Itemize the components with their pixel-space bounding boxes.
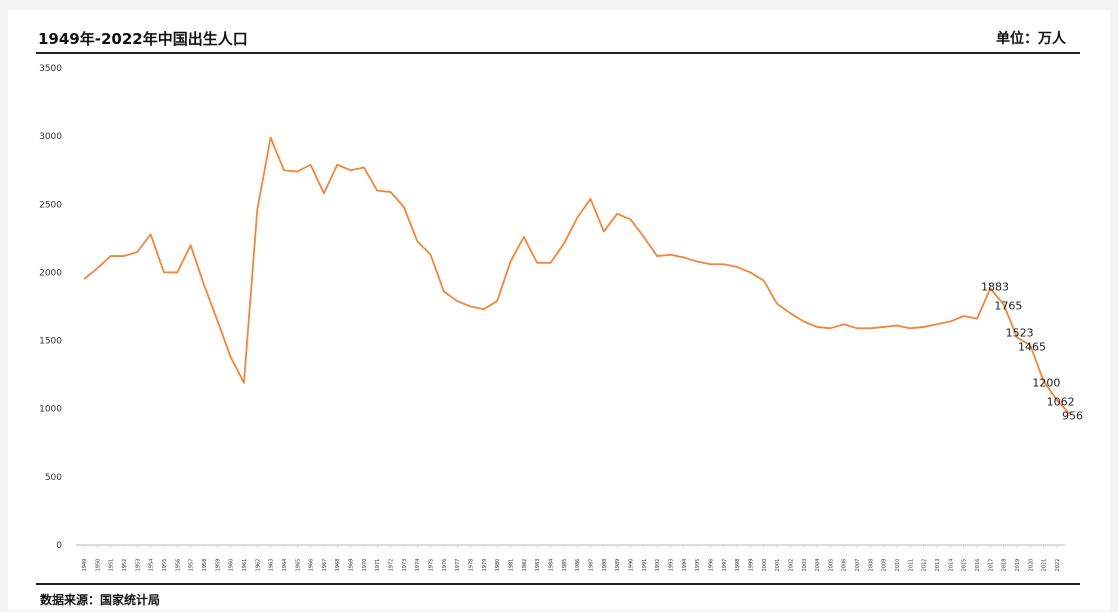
x-tick-label: 2000 (762, 559, 768, 572)
x-tick-label: 1984 (549, 559, 555, 572)
x-tick-label: 1998 (735, 559, 741, 572)
x-tick-label: 1971 (375, 559, 381, 572)
x-tick-label: 2014 (948, 559, 954, 572)
x-tick-label: 1985 (562, 559, 568, 572)
x-tick-label: 2010 (895, 559, 901, 572)
x-tick-label: 1951 (109, 559, 115, 572)
x-tick-label: 2004 (815, 559, 821, 572)
x-tick-label: 1962 (255, 559, 261, 572)
x-tick-label: 2001 (775, 559, 781, 572)
x-tick-label: 1949 (82, 559, 88, 572)
data-label-2019: 1465 (1018, 340, 1046, 353)
x-tick-label: 1974 (415, 559, 421, 572)
data-label-2016: 1883 (981, 280, 1009, 293)
unit-label: 单位：万人 (996, 31, 1066, 47)
x-tick-label: 1966 (309, 559, 315, 572)
x-tick-label: 1993 (668, 559, 674, 572)
x-tick-label: 1969 (349, 559, 355, 572)
x-tick-label: 1967 (322, 559, 328, 572)
x-tick-label: 1968 (335, 559, 341, 572)
x-tick-label: 2008 (868, 559, 874, 572)
y-tick-label: 2500 (39, 200, 62, 210)
data-label-2018: 1523 (1006, 326, 1034, 339)
header-rule (36, 52, 1080, 54)
x-tick-label: 1991 (642, 559, 648, 572)
x-tick-label: 2013 (935, 559, 941, 572)
x-tick-label: 2007 (855, 559, 861, 572)
data-label-2021: 1062 (1047, 395, 1075, 408)
x-tick-label: 1975 (429, 559, 435, 572)
x-tick-label: 1999 (748, 559, 754, 572)
x-tick-label: 1956 (175, 559, 181, 572)
x-tick-label: 2022 (1055, 559, 1061, 572)
x-tick-label: 2012 (922, 559, 928, 572)
y-tick-label: 3000 (39, 132, 62, 142)
x-tick-label: 1960 (229, 559, 235, 572)
x-tick-label: 1990 (628, 559, 634, 572)
x-tick-label: 1959 (215, 559, 221, 572)
source-note: 数据来源：国家统计局 (40, 593, 161, 607)
x-tick-label: 1980 (495, 559, 501, 572)
x-tick-label: 1970 (362, 559, 368, 572)
x-tick-label: 1994 (682, 559, 688, 572)
x-tick-label: 2016 (975, 559, 981, 572)
x-tick-label: 1963 (269, 559, 275, 572)
x-tick-label: 1950 (95, 559, 101, 572)
x-tick-label: 1997 (722, 559, 728, 572)
x-tick-label: 1972 (389, 559, 395, 572)
x-tick-label: 1965 (295, 559, 301, 572)
x-tick-label: 2003 (802, 559, 808, 572)
x-tick-label: 1953 (135, 559, 141, 572)
x-tick-label: 2006 (842, 559, 848, 572)
x-tick-label: 1989 (615, 559, 621, 572)
x-tick-label: 1983 (535, 559, 541, 572)
data-label-2022: 956 (1062, 410, 1083, 423)
x-tick-label: 2005 (828, 559, 834, 572)
x-tick-label: 1996 (708, 559, 714, 572)
x-tick-label: 1976 (442, 559, 448, 572)
x-tick-label: 2011 (908, 559, 914, 572)
chart-card: 1949年-2022年中国出生人口 单位：万人 数据来源：国家统计局 (8, 10, 1110, 610)
x-tick-label: 1988 (602, 559, 608, 572)
x-tick-label: 1964 (282, 559, 288, 572)
x-tick-label: 1979 (482, 559, 488, 572)
y-tick-label: 1500 (39, 337, 62, 347)
x-tick-label: 1986 (575, 559, 581, 572)
x-tick-label: 1955 (162, 559, 168, 572)
x-tick-label: 2017 (988, 559, 994, 572)
x-tick-label: 1958 (202, 559, 208, 572)
y-tick-label: 500 (45, 473, 62, 483)
data-label-2017: 1765 (994, 299, 1022, 312)
x-tick-label: 1995 (695, 559, 701, 572)
y-tick-label: 3500 (39, 64, 62, 74)
x-tick-label: 2002 (788, 559, 794, 572)
x-tick-label: 1982 (522, 559, 528, 572)
x-tick-label: 2020 (1028, 559, 1034, 572)
x-tick-label: 1987 (588, 559, 594, 572)
y-tick-label: 0 (56, 541, 62, 551)
x-tick-label: 2019 (1015, 559, 1021, 572)
y-tick-label: 1000 (39, 405, 62, 415)
x-tick-label: 1961 (242, 559, 248, 572)
chart-title: 1949年-2022年中国出生人口 (38, 30, 248, 48)
x-tick-label: 2021 (1042, 559, 1048, 572)
x-tick-label: 1992 (655, 559, 661, 572)
x-tick-label: 2009 (882, 559, 888, 572)
x-tick-label: 1957 (189, 559, 195, 572)
footer-rule (36, 583, 1080, 585)
x-tick-label: 1952 (122, 559, 128, 572)
x-tick-label: 1981 (509, 559, 515, 572)
x-tick-label: 1978 (469, 559, 475, 572)
x-tick-label: 1954 (149, 559, 155, 572)
data-label-2020: 1200 (1032, 376, 1060, 389)
x-tick-label: 2015 (962, 559, 968, 572)
birth-series-line (83, 136, 1071, 416)
x-tick-label: 1977 (455, 559, 461, 572)
x-tick-label: 2018 (1002, 559, 1008, 572)
x-tick-label: 1973 (402, 559, 408, 572)
y-tick-label: 2000 (39, 268, 62, 278)
